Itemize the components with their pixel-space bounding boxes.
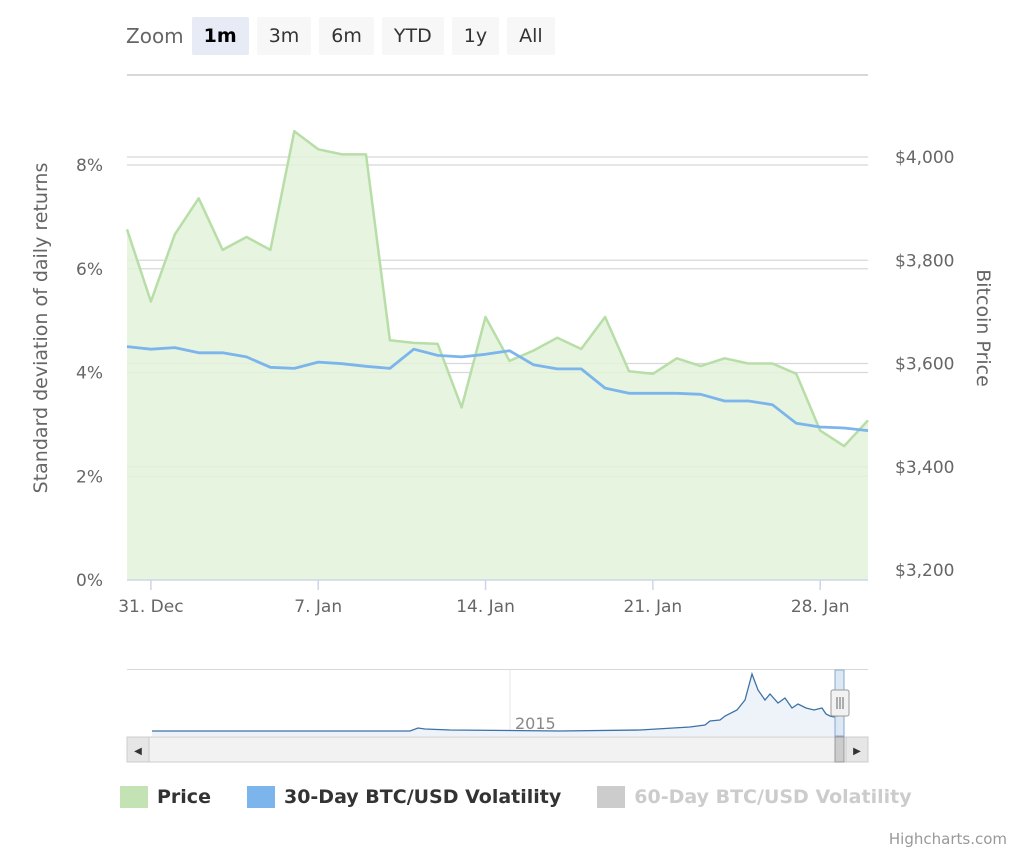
zoom-3m-button[interactable]: 3m — [256, 17, 312, 55]
x-tick-label: 21. Jan — [624, 597, 683, 617]
x-tick-label: 28. Jan — [791, 597, 850, 617]
x-tick-label: 14. Jan — [456, 597, 515, 617]
legend: Price 30-Day BTC/USD Volatility 60-Day B… — [120, 786, 948, 808]
scrollbar[interactable]: ◀ ▶ — [126, 736, 869, 763]
zoom-ytd-button[interactable]: YTD — [381, 17, 444, 55]
left-tick-label: 6% — [76, 260, 103, 280]
zoom-1y-button[interactable]: 1y — [451, 17, 500, 55]
right-tick-label: $3,800 — [895, 251, 954, 271]
left-axis-title: Standard deviation of daily returns — [30, 163, 52, 494]
scroll-left-arrow-icon: ◀ — [134, 746, 142, 757]
x-tick-label: 7. Jan — [294, 597, 342, 617]
right-tick-label: $3,200 — [895, 561, 954, 581]
navigator-price-line — [152, 671, 839, 732]
left-tick-label: 4% — [76, 364, 103, 384]
zoom-1m-button[interactable]: 1m — [191, 17, 249, 55]
legend-swatch-60day — [597, 786, 626, 808]
right-tick-label: $4,000 — [895, 148, 954, 168]
right-tick-label: $3,600 — [895, 355, 954, 375]
price-area — [127, 131, 868, 580]
legend-label-30day: 30-Day BTC/USD Volatility — [283, 786, 562, 808]
zoom-label: Zoom — [126, 24, 184, 48]
navigator[interactable]: 2015 — [127, 669, 868, 737]
scrollbar-left-button[interactable] — [126, 736, 150, 763]
scrollbar-thumb[interactable] — [834, 736, 845, 763]
right-axis-title: Bitcoin Price — [972, 269, 994, 387]
series-layer — [125, 129, 869, 580]
x-tick-layer: 31. Dec 7. Jan 14. Jan 21. Jan 28. Jan — [118, 580, 850, 617]
zoom-6m-button[interactable]: 6m — [319, 17, 374, 55]
legend-swatch-30day — [246, 786, 275, 808]
right-tick-label: $3,400 — [895, 458, 954, 478]
price-line — [125, 129, 869, 448]
legend-label-60day: 60-Day BTC/USD Volatility — [634, 786, 912, 808]
legend-item-60day-volatility[interactable]: 60-Day BTC/USD Volatility — [597, 786, 912, 808]
scroll-right-arrow-icon: ▶ — [853, 746, 861, 757]
scrollbar-track[interactable] — [126, 736, 869, 763]
legend-swatch-price — [120, 786, 148, 808]
zoom-bar: Zoom 1m 3m 6m YTD 1y All — [126, 16, 563, 56]
left-tick-label: 2% — [76, 467, 103, 487]
navigator-price-area — [152, 674, 838, 736]
highcharts-credits[interactable]: Highcharts.com — [888, 830, 1007, 848]
scrollbar-right-button[interactable] — [845, 736, 869, 763]
legend-label-price: Price — [157, 786, 211, 808]
left-tick-label: 8% — [76, 156, 103, 176]
zoom-all-button[interactable]: All — [507, 17, 555, 55]
legend-item-30day-volatility[interactable]: 30-Day BTC/USD Volatility — [246, 786, 562, 808]
left-tick-label: 0% — [76, 571, 103, 591]
legend-item-price[interactable]: Price — [120, 786, 211, 808]
volatility-30day-line — [126, 345, 869, 432]
navigator-year-label: 2015 — [515, 714, 556, 733]
x-tick-label: 31. Dec — [118, 597, 183, 617]
label-layer: 0% 2% 4% 6% 8% $3,200 $3,400 $3,600 $3,800 $4,000 — [76, 148, 954, 591]
